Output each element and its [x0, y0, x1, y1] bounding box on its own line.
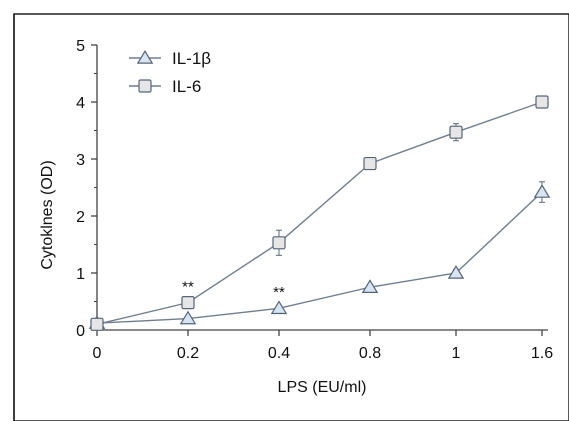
significance-marker: ** [182, 278, 194, 295]
data-point [535, 95, 549, 109]
x-tick-label: 0 [93, 345, 102, 362]
series-layer [88, 95, 551, 331]
data-point [363, 156, 377, 171]
y-tick-label: 1 [76, 266, 85, 283]
data-point [90, 317, 104, 331]
data-point [533, 184, 551, 198]
y-tick-label: 0 [76, 323, 85, 340]
series-il-1b [88, 181, 551, 329]
data-point [179, 310, 197, 325]
legend-label: IL-6 [172, 77, 201, 96]
x-tick-label: 1 [452, 345, 461, 362]
x-tick-label: 0.2 [177, 345, 199, 362]
axes: 0 1 2 3 4 5 0 0.2 0.4 0.8 1 1.6 [76, 38, 553, 362]
data-point [447, 264, 465, 279]
data-point [272, 236, 286, 250]
series-line [96, 101, 543, 325]
legend-marker [138, 79, 152, 93]
x-tick-label: 0.8 [359, 345, 381, 362]
annotations: ** ** [182, 278, 285, 301]
data-point [449, 125, 463, 139]
y-axis-title: Cytoklnes (OD) [39, 160, 56, 269]
legend-label: IL-1β [172, 49, 211, 68]
x-tick-label: 0.4 [268, 345, 290, 362]
legend-marker [136, 49, 154, 64]
data-point [181, 296, 195, 310]
x-tick-label: 1.6 [531, 345, 553, 362]
x-axis-title: LPS (EU/ml) [278, 379, 367, 396]
series-line [96, 191, 543, 324]
data-point [361, 279, 379, 293]
y-tick-label: 5 [76, 38, 85, 55]
series-il-6 [90, 95, 549, 331]
y-tick-label: 3 [76, 152, 85, 169]
y-tick-label: 2 [76, 209, 85, 226]
significance-marker: ** [273, 284, 285, 301]
data-point [270, 300, 288, 315]
legend: IL-1β IL-6 [129, 49, 211, 96]
y-tick-label: 4 [76, 95, 85, 112]
